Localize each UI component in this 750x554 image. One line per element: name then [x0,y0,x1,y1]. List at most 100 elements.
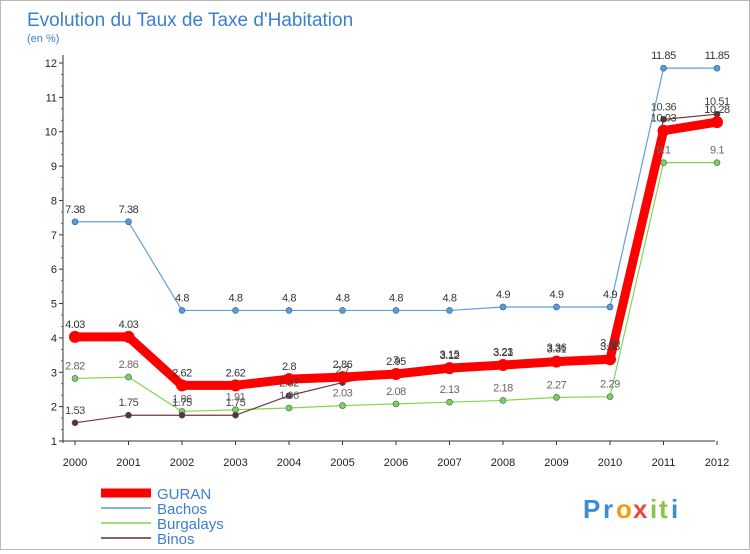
data-point-bachos [553,303,560,311]
data-label-guran: 2.8 [282,361,296,373]
plot-area: 4.03 4.032.62 2.622.8 2.86 2.95 3.12 3.21 3.31 3… [65,50,730,427]
data-point-guran [711,116,723,129]
data-label-bachos: 4.9 [496,289,510,301]
y-tick-label: 6 [51,264,57,276]
x-tick-label: 2000 [63,457,87,469]
data-point-bachos [392,307,400,314]
data-label-guran: 4.03 [119,319,139,331]
data-label-burgalays: 2.03 [333,388,353,400]
data-label-bachos: 4.8 [442,292,456,304]
y-tick-label: 4 [51,333,57,345]
x-tick-label: 2012 [705,457,729,469]
data-label-binos: 1.53 [65,405,85,417]
y-tick-label: 3 [51,367,57,379]
data-label-burgalays: 2.27 [547,379,567,391]
logo-letter: i [671,494,678,524]
data-label-guran: 4.03 [65,319,85,331]
data-point-guran [604,353,616,366]
data-point-burgalays [392,400,400,408]
data-label-binos: 2.32 [279,378,299,390]
data-label-guran: 2.62 [172,367,192,379]
data-point-burgalays [553,394,560,401]
logo-letter: o [616,494,632,524]
data-label-binos: 1.75 [226,397,246,409]
data-point-burgalays [660,159,667,166]
data-point-bachos [499,303,507,311]
data-label-binos: 10.36 [651,101,677,113]
data-label-burgalays: 2.08 [386,386,406,398]
x-tick-label: 2009 [544,457,568,469]
data-point-bachos [71,218,79,226]
data-label-burgalays: 9.1 [656,145,670,157]
data-label-binos: 10.51 [704,96,730,108]
data-label-burgalays: 2.86 [119,359,139,371]
data-point-bachos [285,307,293,314]
data-label-burgalays: 2.13 [440,384,460,396]
data-label-bachos: 4.8 [335,292,349,304]
y-tick-label: 11 [46,92,57,104]
data-label-bachos: 4.8 [282,292,296,304]
data-label-binos: 1.75 [119,397,139,409]
data-point-bachos [446,307,453,314]
data-point-binos [232,411,239,419]
data-point-bachos [125,218,132,226]
data-point-burgalays [446,398,453,406]
logo-letter: t [659,494,668,524]
x-tick-label: 2011 [652,457,676,469]
x-tick-label: 2003 [223,457,247,469]
data-point-guran [336,371,349,384]
data-point-burgalays [606,393,614,400]
data-point-binos [71,419,79,427]
data-point-burgalays [339,402,346,409]
data-label-guran: 10.03 [651,113,677,125]
data-point-guran [443,362,456,375]
data-label-guran: 2.86 [333,359,353,371]
x-tick-label: 2006 [384,457,408,469]
data-label-guran: 2.62 [226,367,246,379]
y-tick-label: 2 [51,402,57,414]
data-label-burgalays: 1.96 [279,390,299,402]
data-label-binos: 3 [393,354,399,366]
data-label-burgalays: 2.18 [493,382,513,394]
data-point-guran [390,367,402,380]
data-point-guran [229,379,242,392]
x-tick-label: 2007 [437,457,461,469]
data-point-guran [550,355,563,368]
logo-letter: P [583,494,600,524]
data-point-binos [125,411,132,419]
y-tick-label: 12 [45,58,57,70]
data-label-binos: 3.23 [493,346,513,358]
data-point-bachos [339,307,346,314]
series-line-guran [70,117,722,390]
x-tick-label: 2008 [491,457,515,469]
series-line-bachos [74,67,718,312]
data-label-bachos: 7.38 [119,204,139,216]
chart-title: Evolution du Taux de Taxe d'Habitation [27,10,353,31]
y-tick-label: 5 [51,299,57,311]
data-point-burgalays [713,159,721,166]
data-label-guran: 10.28 [704,104,730,116]
y-tick-label: 8 [51,195,57,207]
data-point-burgalays [499,397,507,404]
x-tick-label: 2004 [277,457,301,469]
data-label-guran: 3.38 [600,341,620,353]
data-label-bachos: 4.9 [603,289,617,301]
y-tick-label: 7 [51,230,57,242]
data-point-binos [285,392,293,399]
x-tick-label: 2001 [116,457,140,469]
data-label-binos: 3.15 [440,349,460,361]
data-point-binos [178,411,186,419]
logo-letter: i [650,494,657,524]
data-label-guran: 3.21 [493,347,513,359]
y-tick-label: 1 [51,436,57,448]
data-label-binos: 3.49 [600,337,620,349]
data-point-bachos [660,64,667,72]
data-point-burgalays [125,373,132,381]
data-point-bachos [232,307,239,314]
data-label-burgalays: 2.29 [600,379,620,391]
legend-label-burgalays: Burgalays [157,516,224,533]
data-label-burgalays: 1.91 [226,392,246,404]
